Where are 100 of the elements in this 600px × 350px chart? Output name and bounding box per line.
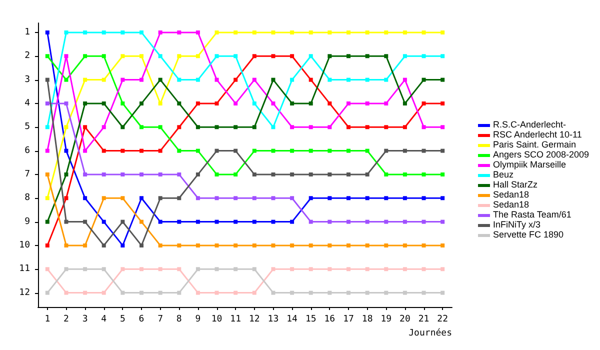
point — [328, 196, 332, 200]
point — [384, 101, 388, 106]
point — [234, 54, 238, 58]
point — [83, 54, 88, 58]
point — [440, 54, 445, 58]
point — [234, 267, 238, 272]
point — [120, 267, 125, 272]
point — [402, 30, 407, 34]
point — [440, 267, 445, 272]
point — [271, 148, 276, 153]
point — [346, 148, 350, 153]
point — [440, 148, 445, 153]
point — [177, 125, 182, 130]
point — [45, 125, 50, 130]
point — [83, 30, 88, 34]
point — [140, 54, 144, 58]
point — [120, 172, 125, 176]
point — [120, 290, 125, 295]
point — [422, 196, 426, 200]
point — [234, 78, 238, 82]
point — [402, 148, 407, 153]
point — [290, 267, 294, 272]
point — [440, 172, 445, 176]
point — [196, 30, 200, 34]
x-tick-label: 22 — [437, 314, 448, 324]
point — [346, 172, 350, 176]
point — [402, 125, 407, 130]
point — [290, 196, 294, 200]
point — [102, 54, 106, 58]
point — [64, 101, 68, 106]
x-tick-label: 21 — [418, 314, 430, 324]
legend-label: RSC Anderlecht 10-11 — [493, 130, 582, 140]
legend-label: Sedan18 — [493, 200, 530, 210]
point — [271, 101, 276, 106]
point — [234, 172, 238, 176]
point — [271, 54, 276, 58]
legend-label: Servette FC 1890 — [493, 230, 564, 240]
x-tick-label: 12 — [248, 314, 260, 324]
point — [196, 243, 200, 248]
point — [271, 30, 276, 34]
point — [214, 267, 219, 272]
point — [252, 172, 256, 176]
y-tick-label: 10 — [19, 240, 30, 250]
point — [271, 243, 276, 248]
point — [422, 101, 426, 106]
point — [290, 54, 294, 58]
point — [158, 290, 162, 295]
point — [102, 243, 106, 248]
y-tick-label: 9 — [24, 216, 30, 227]
point — [346, 220, 350, 224]
point — [102, 196, 106, 200]
point — [328, 54, 332, 58]
point — [214, 78, 219, 82]
point — [234, 220, 238, 224]
point — [328, 290, 332, 295]
point — [290, 290, 294, 295]
point — [64, 220, 68, 224]
point — [346, 101, 350, 106]
point — [45, 267, 50, 272]
point — [308, 148, 313, 153]
point — [64, 125, 68, 130]
point — [45, 220, 50, 224]
point — [140, 196, 144, 200]
point — [308, 172, 313, 176]
point — [177, 267, 182, 272]
point — [365, 148, 370, 153]
point — [83, 243, 88, 248]
point — [158, 220, 162, 224]
point — [45, 148, 50, 153]
point — [177, 196, 182, 200]
point — [234, 290, 238, 295]
point — [252, 125, 256, 130]
point — [214, 196, 219, 200]
point — [102, 78, 106, 82]
point — [365, 220, 370, 224]
x-tick-label: 17 — [343, 314, 354, 324]
point — [290, 243, 294, 248]
point — [290, 101, 294, 106]
point — [328, 172, 332, 176]
point — [102, 267, 106, 272]
point — [328, 267, 332, 272]
point — [308, 267, 313, 272]
point — [196, 267, 200, 272]
point — [83, 290, 88, 295]
point — [346, 243, 350, 248]
point — [440, 78, 445, 82]
legend-label: Olympiik Marseille — [493, 160, 566, 170]
point — [214, 148, 219, 153]
y-tick-label: 3 — [24, 74, 30, 85]
point — [120, 101, 125, 106]
point — [271, 196, 276, 200]
point — [328, 148, 332, 153]
x-tick-label: 20 — [400, 314, 410, 324]
point — [252, 220, 256, 224]
point — [234, 243, 238, 248]
point — [234, 30, 238, 34]
y-tick-label: 12 — [19, 288, 30, 298]
point — [422, 125, 426, 130]
point — [346, 54, 350, 58]
x-axis-title: Journées — [408, 328, 452, 338]
